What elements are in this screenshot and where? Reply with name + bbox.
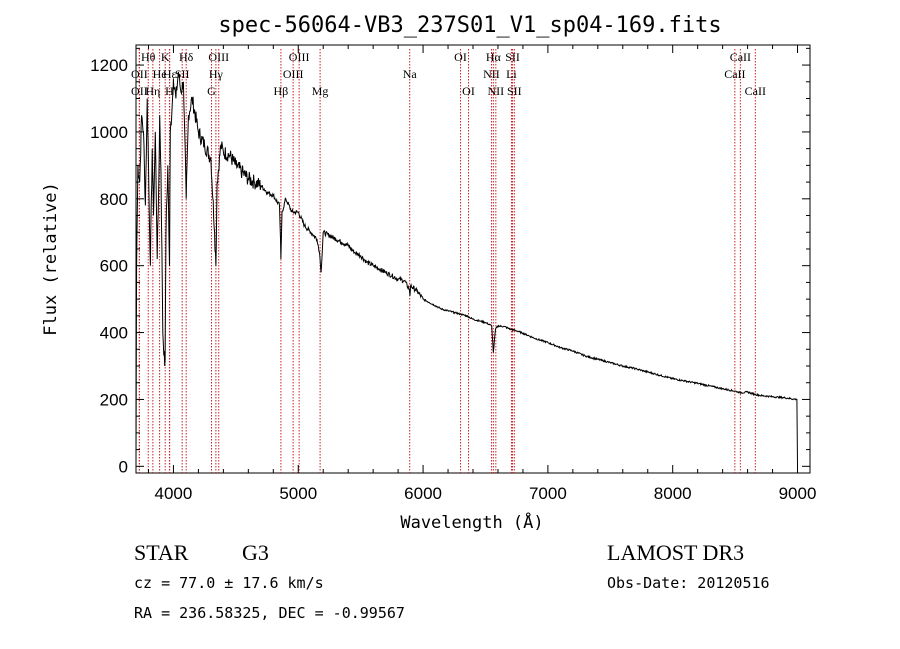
- spectral-line-label: OII: [131, 84, 148, 98]
- x-axis-label: Wavelength (Å): [400, 511, 543, 533]
- x-tick-label: 9000: [779, 484, 817, 503]
- y-tick-label: 400: [100, 324, 128, 343]
- y-tick-label: 200: [100, 390, 128, 409]
- y-tick-label: 1000: [90, 123, 128, 142]
- y-axis-ticks: 0 200 400 600 800 1000 1200: [90, 47, 810, 476]
- spectral-line-label: OIII: [283, 67, 304, 81]
- y-tick-label: 600: [100, 257, 128, 276]
- x-tick-label: 7000: [529, 484, 567, 503]
- y-tick-label: 800: [100, 190, 128, 209]
- spectral-line-label: NII: [488, 84, 505, 98]
- spectral-line-label: CaII: [745, 84, 766, 98]
- spectral-line-label: Hα: [486, 50, 502, 64]
- x-axis-ticks: 4000 5000 6000 7000 8000 9000: [147, 45, 817, 503]
- spectral-line-label: OIII: [289, 50, 310, 64]
- spectral-line-label: Hγ: [209, 67, 224, 81]
- spectral-line-label: G: [207, 84, 216, 98]
- spectral-line-label: SII: [505, 50, 520, 64]
- spectral-line-label: SII: [175, 67, 190, 81]
- spectral-line-markers: [138, 49, 756, 473]
- spectral-line-label: CaII: [724, 67, 745, 81]
- ra-dec-coordinates: RA = 236.58325, DEC = -0.99567: [134, 604, 405, 622]
- spectral-line-label: He: [153, 67, 167, 81]
- x-tick-label: 6000: [404, 484, 442, 503]
- chart-title: spec-56064-VB3_237S01_V1_sp04-169.fits: [218, 13, 721, 38]
- plot-frame: [135, 44, 811, 474]
- spectral-line-label: H: [165, 84, 174, 98]
- spectral-line-label: Hθ: [141, 50, 156, 64]
- spectral-line-label: NII: [483, 67, 500, 81]
- y-tick-label: 1200: [90, 56, 128, 75]
- spectrum-series-line: [135, 71, 798, 467]
- spectral-line-label: Hδ: [179, 50, 194, 64]
- survey-name: LAMOST DR3: [607, 540, 744, 565]
- spectral-line-label: K: [161, 50, 170, 64]
- info-panel: STAR G3 LAMOST DR3 cz = 77.0 ± 17.6 km/s…: [134, 540, 770, 622]
- spectral-line-label: Li: [506, 67, 517, 81]
- x-tick-label: 8000: [654, 484, 692, 503]
- object-subclass: G3: [242, 540, 269, 565]
- redshift-velocity: cz = 77.0 ± 17.6 km/s: [134, 574, 324, 592]
- spectral-line-label: Hη: [145, 84, 160, 98]
- spectral-line-label: OII: [131, 67, 148, 81]
- spectral-line-label: Hε: [163, 67, 177, 81]
- y-tick-label: 0: [119, 457, 128, 476]
- y-axis-label: Flux (relative): [41, 182, 61, 336]
- object-class: STAR: [134, 540, 189, 565]
- x-tick-label: 5000: [279, 484, 317, 503]
- spectral-line-label: OI: [454, 50, 467, 64]
- spectral-line-label: Na: [403, 67, 418, 81]
- spectral-line-label: OI: [462, 84, 475, 98]
- spectral-line-label: SII: [507, 84, 522, 98]
- x-tick-label: 4000: [155, 484, 193, 503]
- spectral-line-label: OIII: [208, 50, 229, 64]
- observation-date: Obs-Date: 20120516: [607, 574, 770, 592]
- spectral-line-label: Hβ: [274, 84, 289, 98]
- spectral-line-label: Mg: [312, 84, 329, 98]
- spectral-line-label: CaII: [730, 50, 751, 64]
